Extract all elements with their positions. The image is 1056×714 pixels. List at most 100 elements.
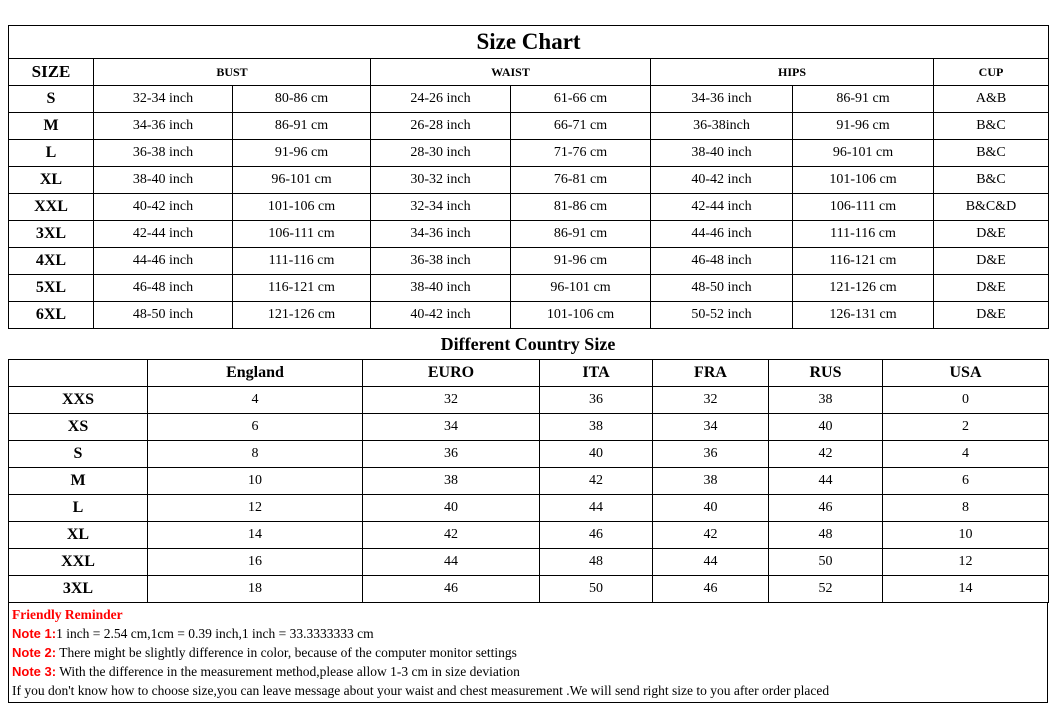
ita-cell: 42 (539, 467, 653, 495)
fra-cell: 38 (652, 467, 769, 495)
col-header-england: England (147, 359, 363, 387)
waist-inch-cell: 40-42 inch (370, 301, 511, 329)
size-label: 3XL (8, 575, 148, 603)
reminder-note-1: Note 1:1 inch = 2.54 cm,1cm = 0.39 inch,… (12, 624, 1044, 643)
fra-cell: 32 (652, 386, 769, 414)
hips-inch-cell: 34-36 inch (650, 85, 793, 113)
bust-cm-cell: 111-116 cm (232, 247, 371, 275)
table-row: M 10 38 42 38 44 6 (8, 467, 1049, 495)
waist-cm-cell: 66-71 cm (510, 112, 651, 140)
waist-inch-cell: 36-38 inch (370, 247, 511, 275)
reminder-title: Friendly Reminder (12, 607, 123, 622)
euro-cell: 42 (362, 521, 540, 549)
cup-cell: D&E (933, 274, 1049, 302)
table-row: S 8 36 40 36 42 4 (8, 440, 1049, 468)
hips-cm-cell: 116-121 cm (792, 247, 934, 275)
note-1-text: 1 inch = 2.54 cm,1cm = 0.39 inch,1 inch … (56, 626, 374, 641)
waist-inch-cell: 38-40 inch (370, 274, 511, 302)
hips-cm-cell: 121-126 cm (792, 274, 934, 302)
table-row: 6XL 48-50 inch 121-126 cm 40-42 inch 101… (8, 301, 1049, 329)
size-label: XS (8, 413, 148, 441)
waist-inch-cell: 32-34 inch (370, 193, 511, 221)
table-row: 4XL 44-46 inch 111-116 cm 36-38 inch 91-… (8, 247, 1049, 275)
england-cell: 12 (147, 494, 363, 522)
ita-cell: 46 (539, 521, 653, 549)
bust-inch-cell: 38-40 inch (93, 166, 233, 194)
cup-cell: B&C&D (933, 193, 1049, 221)
table-row: S 32-34 inch 80-86 cm 24-26 inch 61-66 c… (8, 85, 1049, 113)
waist-cm-cell: 81-86 cm (510, 193, 651, 221)
col-header-euro: EURO (362, 359, 540, 387)
bust-inch-cell: 44-46 inch (93, 247, 233, 275)
size-label: M (8, 112, 94, 140)
hips-inch-cell: 40-42 inch (650, 166, 793, 194)
table-row: XXL 40-42 inch 101-106 cm 32-34 inch 81-… (8, 193, 1049, 221)
euro-cell: 46 (362, 575, 540, 603)
cup-cell: B&C (933, 139, 1049, 167)
col-header-waist: WAIST (370, 58, 651, 86)
euro-cell: 40 (362, 494, 540, 522)
waist-cm-cell: 61-66 cm (510, 85, 651, 113)
cup-cell: D&E (933, 247, 1049, 275)
table-row: XL 38-40 inch 96-101 cm 30-32 inch 76-81… (8, 166, 1049, 194)
waist-cm-cell: 76-81 cm (510, 166, 651, 194)
hips-cm-cell: 111-116 cm (792, 220, 934, 248)
ita-cell: 50 (539, 575, 653, 603)
hips-inch-cell: 38-40 inch (650, 139, 793, 167)
table-row: XS 6 34 38 34 40 2 (8, 413, 1049, 441)
euro-cell: 44 (362, 548, 540, 576)
usa-cell: 12 (882, 548, 1049, 576)
fra-cell: 42 (652, 521, 769, 549)
col-header-size: SIZE (8, 58, 94, 86)
england-cell: 16 (147, 548, 363, 576)
waist-cm-cell: 96-101 cm (510, 274, 651, 302)
rus-cell: 52 (768, 575, 883, 603)
hips-inch-cell: 36-38inch (650, 112, 793, 140)
reminder-note-3: Note 3: With the difference in the measu… (12, 662, 1044, 681)
col-header-bust: BUST (93, 58, 371, 86)
cup-cell: D&E (933, 301, 1049, 329)
size-label: XXL (8, 193, 94, 221)
country-size-header-row: England EURO ITA FRA RUS USA (8, 359, 1049, 387)
england-cell: 8 (147, 440, 363, 468)
euro-cell: 36 (362, 440, 540, 468)
ita-cell: 44 (539, 494, 653, 522)
size-label: L (8, 494, 148, 522)
hips-cm-cell: 126-131 cm (792, 301, 934, 329)
bust-inch-cell: 36-38 inch (93, 139, 233, 167)
rus-cell: 48 (768, 521, 883, 549)
table-row: 5XL 46-48 inch 116-121 cm 38-40 inch 96-… (8, 274, 1049, 302)
col-header-blank (8, 359, 148, 387)
rus-cell: 42 (768, 440, 883, 468)
waist-inch-cell: 26-28 inch (370, 112, 511, 140)
bust-cm-cell: 121-126 cm (232, 301, 371, 329)
reminder-footer: If you don't know how to choose size,you… (12, 683, 830, 698)
england-cell: 10 (147, 467, 363, 495)
euro-cell: 34 (362, 413, 540, 441)
bust-inch-cell: 42-44 inch (93, 220, 233, 248)
rus-cell: 44 (768, 467, 883, 495)
size-label: 6XL (8, 301, 94, 329)
ita-cell: 48 (539, 548, 653, 576)
ita-cell: 40 (539, 440, 653, 468)
size-chart-title-row: Size Chart (8, 25, 1049, 59)
table-row: 3XL 42-44 inch 106-111 cm 34-36 inch 86-… (8, 220, 1049, 248)
rus-cell: 46 (768, 494, 883, 522)
bust-cm-cell: 86-91 cm (232, 112, 371, 140)
hips-inch-cell: 46-48 inch (650, 247, 793, 275)
size-label: M (8, 467, 148, 495)
bust-cm-cell: 101-106 cm (232, 193, 371, 221)
note-2-label: Note 2: (12, 645, 57, 660)
hips-inch-cell: 48-50 inch (650, 274, 793, 302)
waist-inch-cell: 34-36 inch (370, 220, 511, 248)
note-3-text: With the difference in the measurement m… (56, 664, 520, 679)
size-label: S (8, 440, 148, 468)
size-label: XL (8, 166, 94, 194)
usa-cell: 6 (882, 467, 1049, 495)
table-row: L 12 40 44 40 46 8 (8, 494, 1049, 522)
hips-cm-cell: 91-96 cm (792, 112, 934, 140)
size-label: S (8, 85, 94, 113)
col-header-fra: FRA (652, 359, 769, 387)
waist-inch-cell: 24-26 inch (370, 85, 511, 113)
